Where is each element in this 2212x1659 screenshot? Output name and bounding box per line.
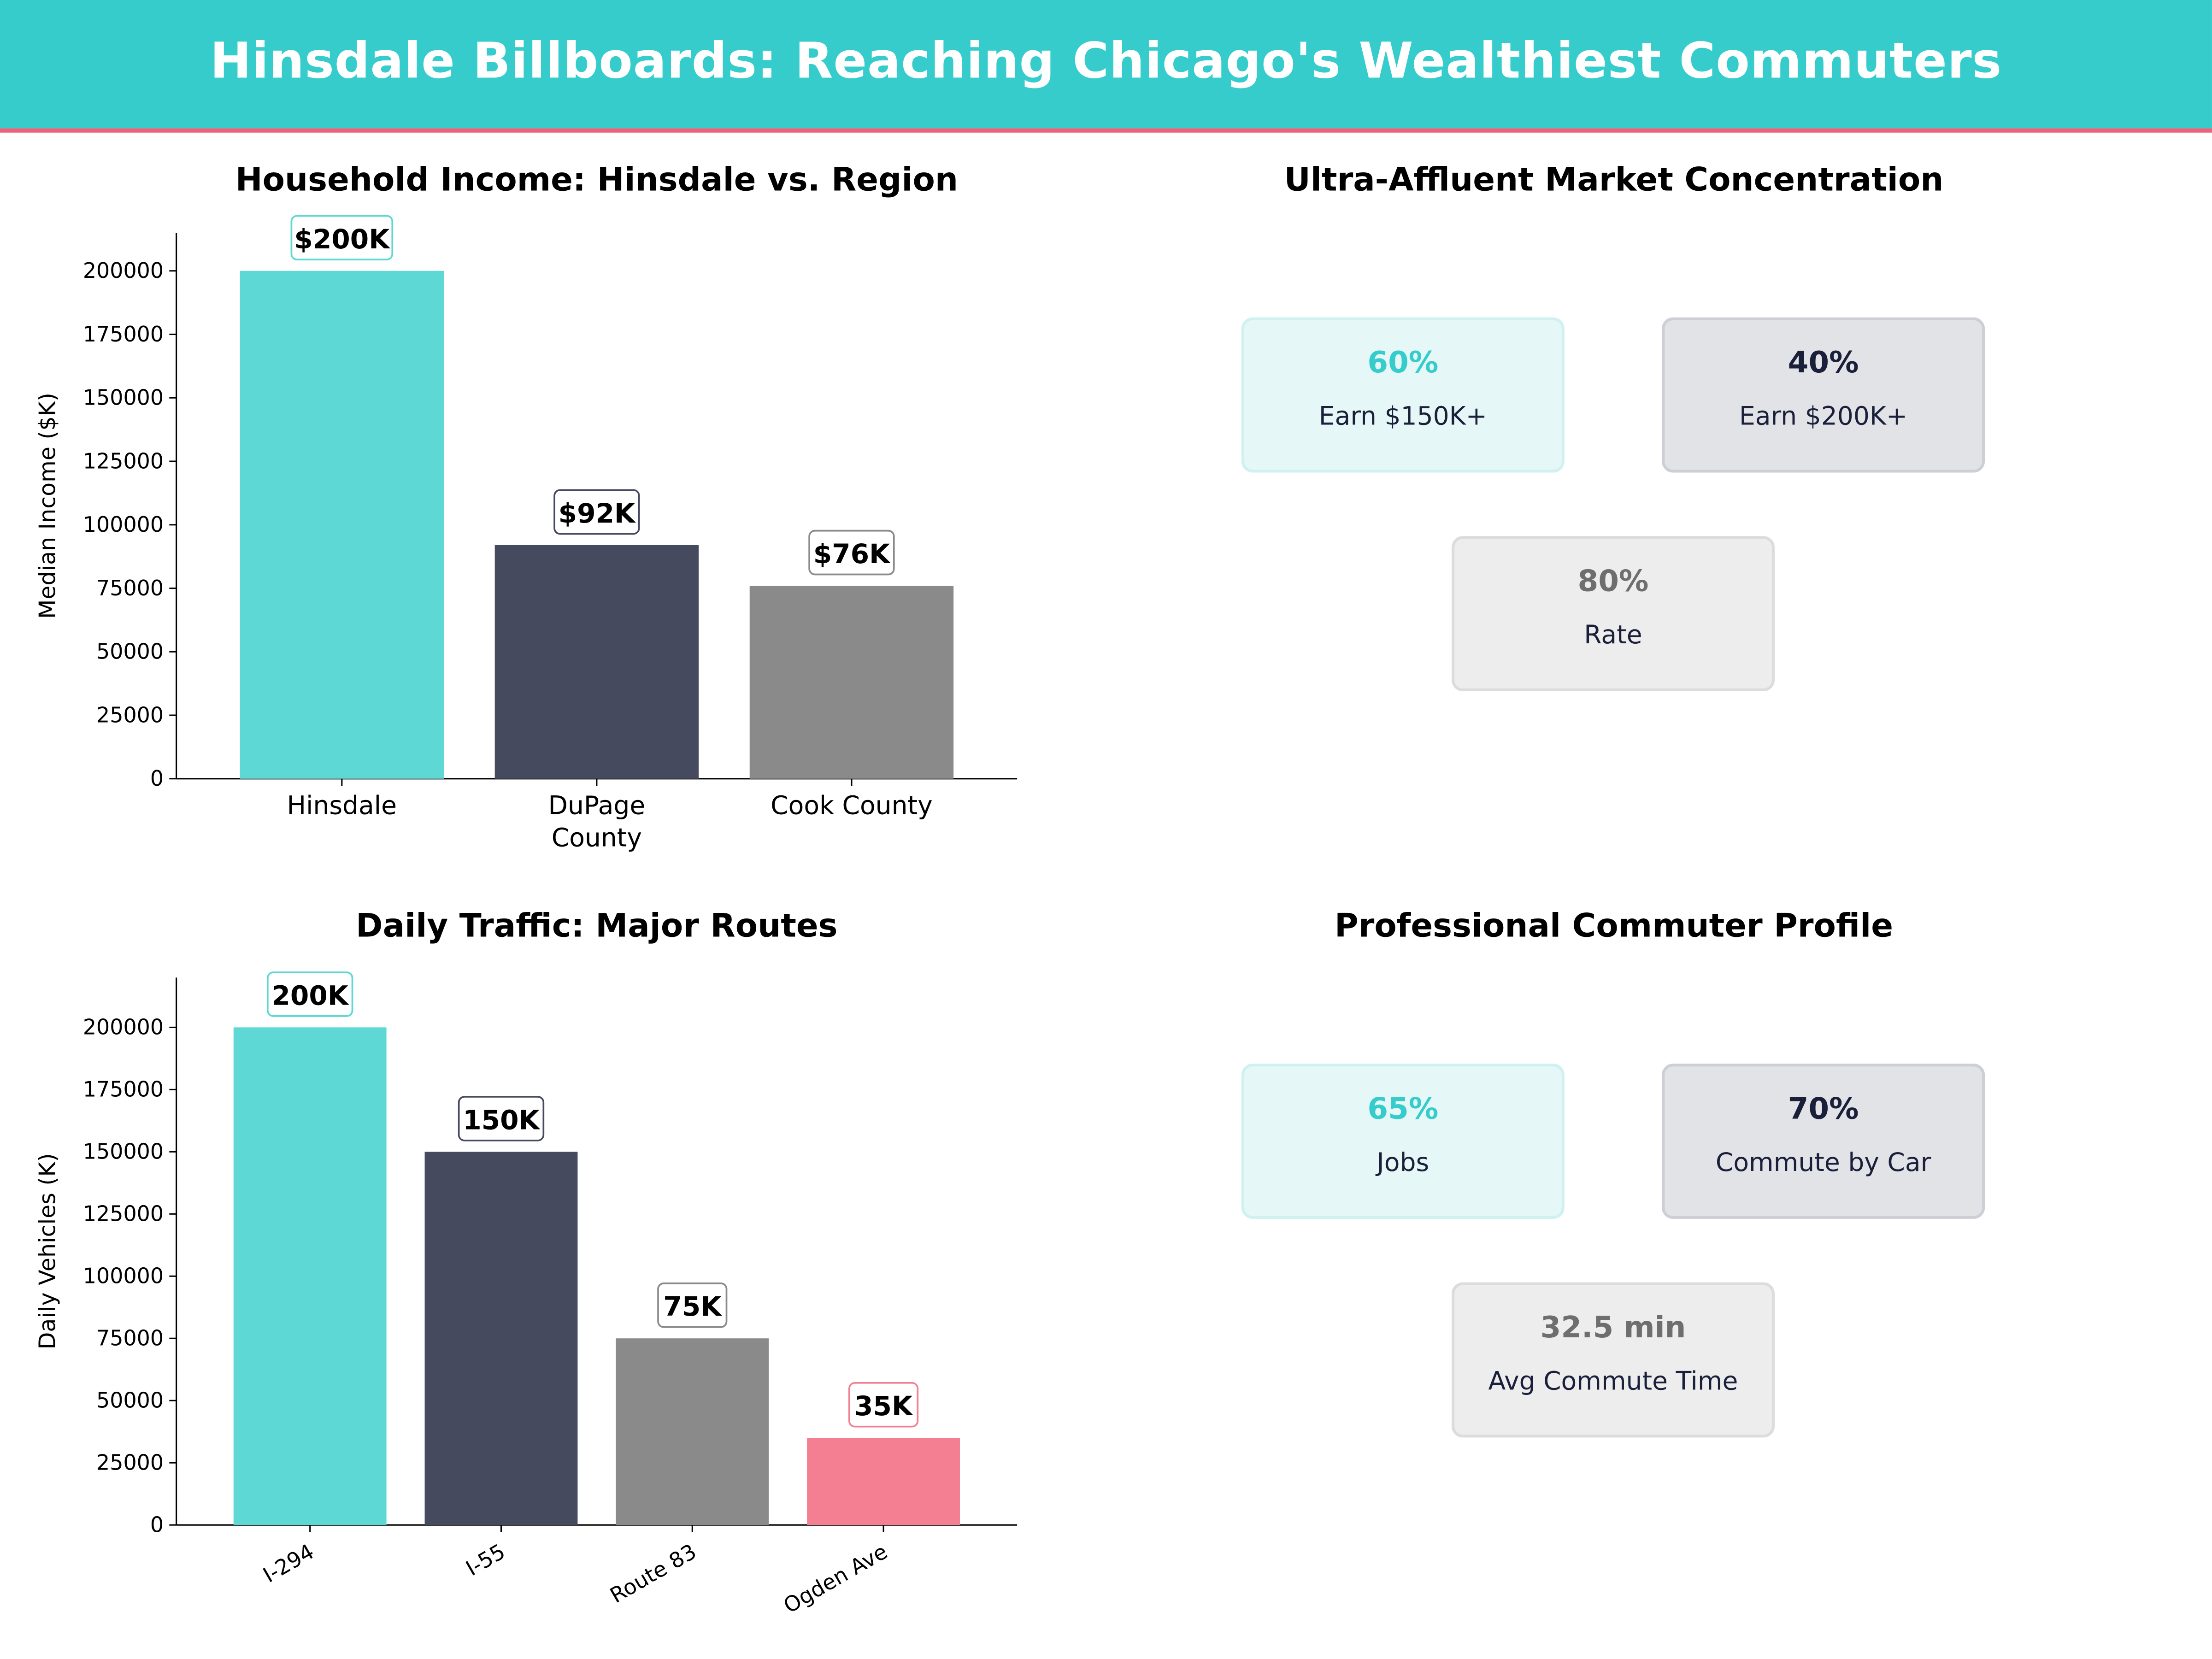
y-tick-label: 175000 [83, 1077, 164, 1102]
x-tick-label: Cook County [771, 790, 933, 820]
x-tick-label: Hinsdale [287, 790, 397, 820]
stat-label: Rate [1584, 620, 1642, 651]
data-label-box [848, 1382, 919, 1428]
income-chart-title: Household Income: Hinsdale vs. Region [235, 162, 959, 199]
y-axis-label: Daily Vehicles (K) [34, 1153, 60, 1349]
header-banner: Hinsdale Billboards: Reaching Chicago's … [0, 0, 2212, 129]
bar-ogden-ave [807, 1438, 960, 1525]
data-label-box [458, 1096, 545, 1141]
data-label-box [290, 215, 394, 261]
y-tick-label: 100000 [83, 512, 164, 537]
header-accent-line [0, 128, 2212, 133]
stat-card-150k: 60% Earn $150K+ [1241, 317, 1565, 473]
data-label: 200K [271, 980, 349, 1011]
data-label: $76K [813, 538, 891, 570]
data-label-box [808, 529, 895, 576]
y-tick-label: 200000 [83, 258, 164, 283]
stat-card-commute-time: 32.5 min Avg Commute Time [1451, 1282, 1775, 1438]
bar-route-83 [616, 1338, 769, 1525]
stat-value: 80% [1577, 564, 1649, 598]
market-panel-title: Ultra-Affluent Market Concentration [1284, 162, 1944, 199]
income-chart: 0 25000 50000 75000 100000 125000 150000 175000… [34, 215, 1018, 853]
data-label: $92K [559, 498, 636, 529]
data-label: 35K [854, 1390, 913, 1422]
stat-value: 65% [1367, 1092, 1439, 1126]
stat-card-rate: 80% Rate [1451, 536, 1775, 691]
stat-value: 32.5 min [1540, 1310, 1686, 1345]
stat-card-car: 70% Commute by Car [1662, 1064, 1985, 1219]
data-label: 75K [663, 1291, 722, 1322]
data-label-box [553, 489, 640, 535]
y-tick-label: 150000 [83, 1139, 164, 1164]
stat-card-jobs: 65% Jobs [1241, 1064, 1565, 1219]
y-tick-label: 200000 [83, 1015, 164, 1040]
data-label-box [657, 1282, 728, 1328]
x-tick-label: Ogden Ave [779, 1539, 892, 1618]
stat-value: 40% [1788, 345, 1859, 380]
bar-i-55 [424, 1152, 578, 1525]
stat-card-200k: 40% Earn $200K+ [1662, 317, 1985, 473]
bar-hinsdale [240, 271, 444, 779]
stat-value: 70% [1788, 1092, 1859, 1126]
y-tick-label: 50000 [96, 639, 164, 664]
y-tick-label: 0 [150, 766, 164, 791]
y-tick-label: 100000 [83, 1264, 164, 1288]
x-tick-label: DuPage [548, 790, 646, 820]
x-tick-label: County [552, 823, 642, 853]
y-tick-label: 75000 [96, 576, 164, 600]
y-axis-label: Median Income ($K) [34, 393, 60, 619]
y-tick-label: 75000 [96, 1326, 164, 1351]
stat-label: Avg Commute Time [1488, 1367, 1738, 1397]
y-tick-label: 50000 [96, 1388, 164, 1413]
stat-label: Earn $200K+ [1739, 402, 1908, 432]
x-tick-label: I-55 [462, 1539, 510, 1581]
stat-label: Jobs [1377, 1148, 1430, 1178]
stat-value: 60% [1367, 345, 1439, 380]
stat-label: Earn $150K+ [1318, 402, 1487, 432]
traffic-chart: 0 25000 50000 75000 100000 125000 150000 175000… [34, 971, 1018, 1618]
bar-i-294 [233, 1027, 387, 1525]
y-tick-label: 150000 [83, 385, 164, 410]
data-label: $200K [294, 224, 390, 255]
stat-label: Commute by Car [1715, 1148, 1931, 1178]
y-tick-label: 125000 [83, 448, 164, 473]
traffic-chart-title: Daily Traffic: Major Routes [356, 908, 838, 946]
x-tick-label: Route 83 [606, 1539, 700, 1608]
bar-cook-county [749, 586, 954, 779]
y-tick-label: 25000 [96, 1450, 164, 1475]
x-tick-label: I-294 [259, 1539, 318, 1588]
data-label: 150K [463, 1104, 540, 1135]
y-tick-label: 0 [150, 1512, 164, 1537]
data-label-box [267, 971, 353, 1017]
y-tick-label: 25000 [96, 702, 164, 727]
page-title: Hinsdale Billboards: Reaching Chicago's … [210, 34, 2002, 90]
commuter-panel-title: Professional Commuter Profile [1334, 908, 1893, 946]
y-tick-label: 175000 [83, 322, 164, 347]
bar-dupage-county [494, 545, 699, 779]
y-tick-label: 125000 [83, 1201, 164, 1226]
